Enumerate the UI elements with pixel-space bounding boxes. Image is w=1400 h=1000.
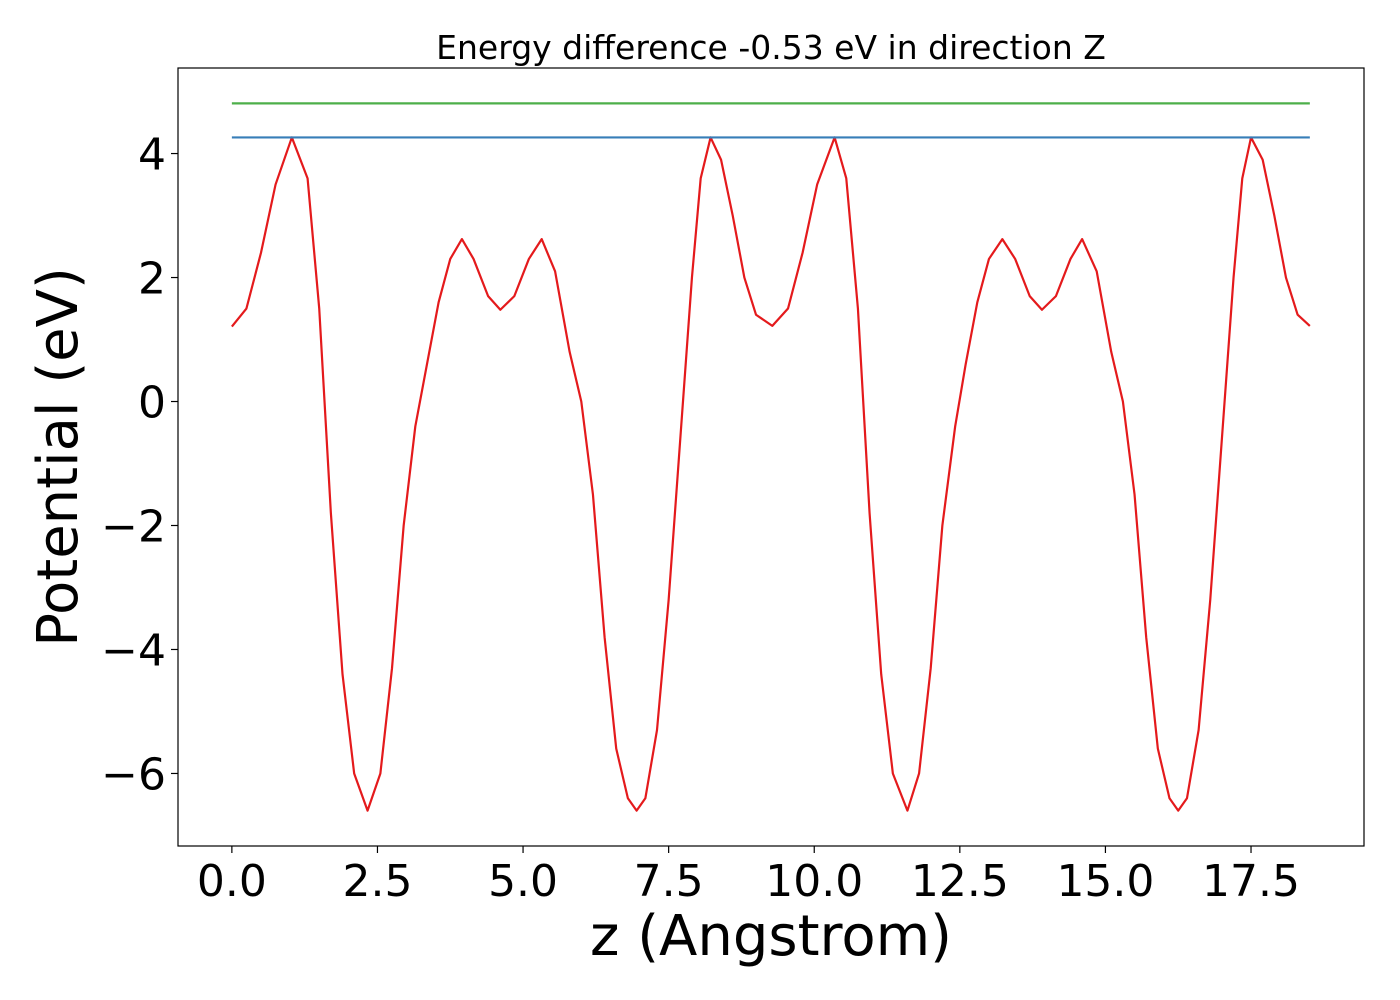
x-tick-label: 7.5	[634, 856, 704, 907]
y-tick-label: 2	[138, 254, 166, 305]
x-axis-label: z (Angstrom)	[590, 904, 952, 969]
x-tick-label: 2.5	[342, 856, 412, 907]
y-tick-label: −6	[101, 749, 166, 800]
y-tick-label: 4	[138, 130, 166, 181]
x-tick-label: 15.0	[1056, 856, 1154, 907]
x-tick-label: 5.0	[488, 856, 558, 907]
x-tick-label: 12.5	[911, 856, 1009, 907]
plot-frame	[177, 67, 1365, 847]
y-tick-label: −2	[101, 502, 166, 553]
x-tick-label: 17.5	[1202, 856, 1300, 907]
x-tick-label: 10.0	[765, 856, 863, 907]
y-axis-label: Potential (eV)	[26, 267, 91, 647]
chart-title: Energy difference -0.53 eV in direction …	[436, 28, 1106, 67]
y-tick-label: −4	[101, 625, 166, 676]
line	[231, 136, 1311, 812]
y-tick-label: 0	[138, 378, 166, 429]
x-tick-label: 0.0	[197, 856, 267, 907]
